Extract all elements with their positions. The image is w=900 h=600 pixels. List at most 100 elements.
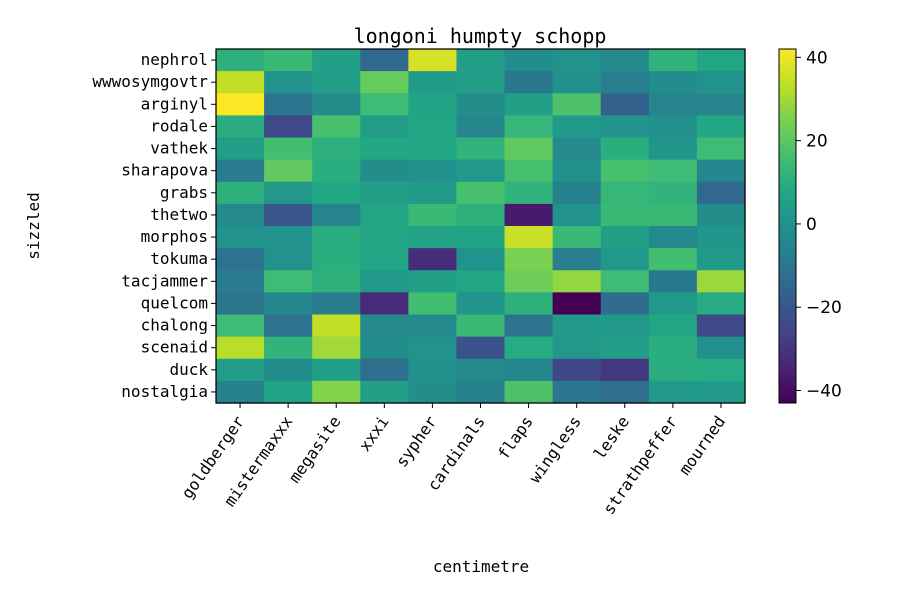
colorbar-tick-label: −20	[806, 298, 842, 318]
x-tick-label: sypher	[392, 412, 441, 471]
heatmap-cell	[216, 181, 265, 205]
heatmap-cell	[456, 226, 506, 249]
heatmap-cell	[264, 380, 313, 404]
heatmap-cell	[456, 71, 506, 94]
heatmap-cell	[312, 270, 361, 293]
heatmap-cell	[312, 159, 361, 183]
colorbar-tick-label: 0	[806, 215, 817, 235]
heatmap-cell	[648, 137, 698, 161]
heatmap-cell	[600, 314, 650, 338]
y-tick-label: vathek	[150, 139, 208, 158]
heatmap-cell	[360, 93, 409, 116]
heatmap-cell	[504, 115, 554, 139]
heatmap-cell	[456, 292, 506, 316]
heatmap-cell	[600, 71, 650, 94]
heatmap-cell	[408, 248, 458, 271]
heatmap-cell	[264, 248, 313, 271]
heatmap-cell	[696, 159, 746, 183]
heatmap-cell	[552, 71, 602, 94]
heatmap-cell	[264, 292, 313, 316]
heatmap-cell	[264, 270, 313, 293]
y-tick-label: sharapova	[121, 161, 208, 180]
heatmap-cell	[552, 159, 602, 183]
heatmap-cell	[456, 203, 506, 227]
heatmap-cell	[264, 181, 313, 205]
y-tick-label: wwwosymgovtr	[92, 72, 208, 91]
heatmap-cell	[696, 203, 746, 227]
heatmap-cell	[312, 358, 361, 382]
heatmap-cell	[648, 270, 698, 293]
x-axis-label: centimetre	[433, 557, 529, 576]
heatmap-cell	[552, 248, 602, 271]
heatmap-cell	[408, 137, 458, 161]
heatmap-cell	[408, 181, 458, 205]
heatmap-cell	[456, 159, 506, 183]
y-axis-label: sizzled	[24, 192, 43, 259]
heatmap-cell	[552, 292, 602, 316]
heatmap-cell	[408, 93, 458, 116]
y-tick-label: scenaid	[141, 338, 208, 357]
heatmap-cell	[408, 226, 458, 249]
heatmap-cell	[648, 71, 698, 94]
heatmap-cell	[456, 380, 506, 404]
heatmap-cell	[360, 71, 409, 94]
heatmap-cell	[360, 270, 409, 293]
x-tick-label: xxxi	[355, 412, 393, 454]
heatmap-cell	[408, 203, 458, 227]
y-tick-label: duck	[169, 360, 208, 379]
heatmap-cell	[360, 358, 409, 382]
heatmap-cell	[648, 49, 698, 72]
x-tick-label: mourned	[675, 412, 729, 478]
heatmap-cell	[552, 49, 602, 72]
heatmap-cell	[360, 336, 409, 360]
heatmap-cell	[504, 380, 554, 404]
heatmap-cell	[600, 248, 650, 271]
heatmap-cell	[696, 49, 746, 72]
heatmap-cell	[216, 49, 265, 72]
heatmap-cell	[504, 93, 554, 116]
heatmap-cell	[504, 181, 554, 205]
heatmap-cell	[600, 137, 650, 161]
heatmap-cell	[456, 115, 506, 139]
y-tick-label: tokuma	[150, 249, 208, 268]
heatmap-cell	[456, 336, 506, 360]
heatmap-cell	[408, 292, 458, 316]
heatmap-cell	[312, 292, 361, 316]
heatmap-cell	[216, 93, 265, 116]
heatmap-cell	[552, 181, 602, 205]
heatmap-cell	[696, 248, 746, 271]
y-tick-label: chalong	[141, 316, 208, 335]
heatmap-cell	[456, 358, 506, 382]
heatmap-cell	[216, 203, 265, 227]
heatmap-cell	[552, 226, 602, 249]
heatmap-cell	[216, 226, 265, 249]
heatmap-cell	[360, 115, 409, 139]
y-tick-label: arginyl	[141, 94, 208, 113]
heatmap-cell	[456, 137, 506, 161]
y-axis-ticks: nephrol wwwosymgovtr arginyl rodale vathek sh…	[92, 50, 216, 401]
heatmap-cell	[552, 336, 602, 360]
heatmap-cell	[504, 203, 554, 227]
heatmap-cell	[360, 49, 409, 72]
heatmap-cells	[216, 49, 746, 404]
heatmap-cell	[600, 270, 650, 293]
heatmap-cell	[360, 181, 409, 205]
heatmap-cell	[216, 248, 265, 271]
colorbar-ticks: −40 −20 0 20 40	[796, 48, 842, 402]
heatmap-cell	[264, 358, 313, 382]
heatmap-cell	[216, 336, 265, 360]
heatmap-cell	[696, 115, 746, 139]
heatmap-cell	[264, 336, 313, 360]
chart-title: longoni humpty schopp	[354, 24, 607, 48]
heatmap-cell	[648, 203, 698, 227]
heatmap-cell	[552, 93, 602, 116]
heatmap-cell	[504, 159, 554, 183]
heatmap-cell	[408, 159, 458, 183]
heatmap-cell	[504, 314, 554, 338]
heatmap-cell	[504, 71, 554, 94]
heatmap-cell	[648, 93, 698, 116]
heatmap-cell	[360, 137, 409, 161]
heatmap-cell	[408, 270, 458, 293]
heatmap-cell	[312, 49, 361, 72]
heatmap-cell	[264, 71, 313, 94]
